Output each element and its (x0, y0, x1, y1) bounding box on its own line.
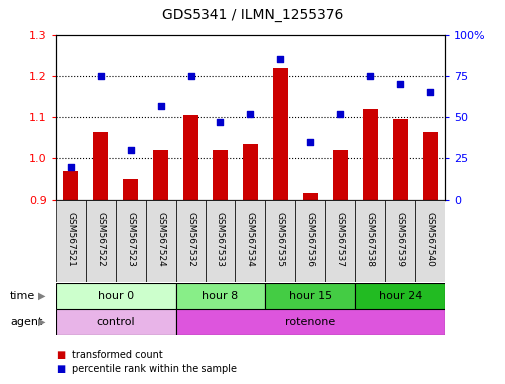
Bar (145, 200, 175, 282)
Text: GSM567539: GSM567539 (395, 212, 404, 267)
Point (156, 103, 164, 109)
Text: GSM567536: GSM567536 (306, 212, 314, 267)
Point (395, 81, 403, 87)
Bar (85, 200, 115, 282)
Text: hour 15: hour 15 (288, 291, 331, 301)
Text: GSM567523: GSM567523 (126, 212, 135, 267)
Text: ▶: ▶ (38, 317, 45, 327)
Text: hour 0: hour 0 (97, 291, 133, 301)
Bar (422, 132, 437, 200)
Bar (272, 68, 287, 200)
Text: rotenone: rotenone (285, 317, 335, 327)
Bar (362, 109, 377, 200)
Text: GSM567540: GSM567540 (425, 212, 434, 267)
Text: GSM567538: GSM567538 (365, 212, 374, 267)
Bar (115, 200, 145, 282)
Bar (325, 200, 355, 282)
Bar (56, 309, 175, 335)
Text: ▶: ▶ (38, 291, 45, 301)
Bar (213, 150, 228, 200)
Bar (56, 200, 85, 282)
Text: GDS5341 / ILMN_1255376: GDS5341 / ILMN_1255376 (162, 8, 343, 22)
Text: GSM567521: GSM567521 (66, 212, 75, 267)
Text: ■: ■ (56, 364, 65, 374)
Point (366, 73, 374, 79)
Bar (183, 115, 197, 200)
Bar (242, 144, 258, 200)
Point (336, 111, 344, 117)
Point (186, 73, 194, 79)
Point (276, 56, 284, 63)
Bar (153, 150, 168, 200)
Bar (93, 132, 108, 200)
Point (306, 139, 314, 145)
Bar (175, 309, 444, 335)
Bar (175, 200, 205, 282)
Bar (265, 200, 295, 282)
Bar (56, 283, 175, 309)
Text: agent: agent (10, 317, 42, 327)
Point (425, 89, 433, 95)
Bar (332, 150, 347, 200)
Point (67, 164, 75, 170)
Bar (355, 283, 444, 309)
Text: percentile rank within the sample: percentile rank within the sample (72, 364, 236, 374)
Text: GSM567537: GSM567537 (335, 212, 344, 267)
Text: hour 24: hour 24 (378, 291, 421, 301)
Text: GSM567524: GSM567524 (156, 212, 165, 267)
Text: GSM567532: GSM567532 (186, 212, 194, 267)
Bar (355, 200, 385, 282)
Bar (302, 194, 317, 200)
Text: hour 8: hour 8 (202, 291, 238, 301)
Bar (265, 283, 355, 309)
Text: ■: ■ (56, 350, 65, 360)
Text: GSM567533: GSM567533 (216, 212, 225, 267)
Text: time: time (10, 291, 35, 301)
Point (246, 111, 254, 117)
Bar (392, 119, 407, 200)
Point (96, 73, 105, 79)
Point (216, 119, 224, 125)
Bar (205, 200, 235, 282)
Text: GSM567522: GSM567522 (96, 212, 105, 267)
Text: GSM567534: GSM567534 (245, 212, 255, 267)
Bar (295, 200, 325, 282)
Text: GSM567535: GSM567535 (275, 212, 284, 267)
Text: control: control (96, 317, 135, 327)
Text: transformed count: transformed count (72, 350, 162, 360)
Bar (235, 200, 265, 282)
Bar (63, 171, 78, 200)
Bar (175, 283, 265, 309)
Bar (123, 179, 138, 200)
Bar (415, 200, 444, 282)
Bar (385, 200, 415, 282)
Point (126, 147, 134, 153)
